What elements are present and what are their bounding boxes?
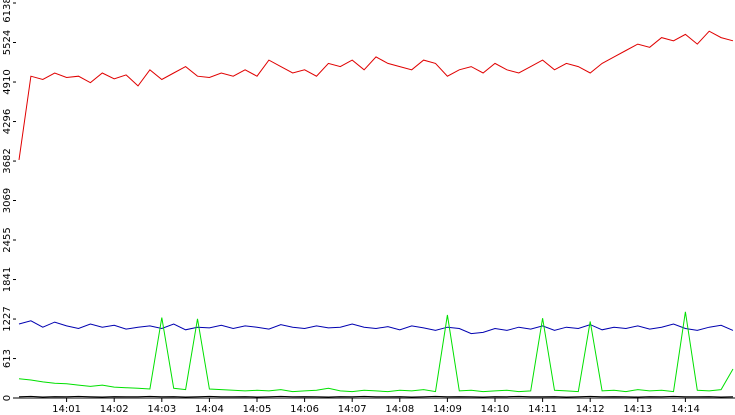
y-tick-label: 4910 [2, 69, 13, 94]
y-tick-label: 0 [2, 395, 13, 401]
y-tick-label: 1227 [2, 306, 13, 331]
y-tick-label: 3069 [2, 188, 13, 213]
x-tick-label: 14:14 [671, 404, 700, 415]
x-tick-label: 14:09 [433, 404, 462, 415]
series-line [18, 30, 734, 160]
x-tick-label: 14:11 [528, 404, 557, 415]
series-line [18, 320, 734, 335]
x-tick-label: 14:07 [338, 404, 367, 415]
y-tick-label: 613 [2, 349, 13, 368]
x-tick-label: 14:10 [481, 404, 510, 415]
x-tick-label: 14:02 [100, 404, 129, 415]
series-line [18, 395, 734, 398]
x-tick-label: 14:01 [52, 404, 81, 415]
y-tick-label: 3682 [2, 148, 13, 173]
y-tick-label: 6138 [2, 0, 13, 23]
y-tick-label: 4296 [2, 109, 13, 134]
x-tick-label: 14:12 [576, 404, 605, 415]
x-tick-label: 14:05 [243, 404, 272, 415]
x-tick-label: 14:13 [623, 404, 652, 415]
x-tick-label: 14:08 [385, 404, 414, 415]
y-tick-label: 2455 [2, 227, 13, 252]
x-tick-label: 14:06 [290, 404, 319, 415]
y-tick-label: 5524 [2, 30, 13, 55]
series-line [18, 311, 734, 393]
y-tick-label: 1841 [2, 267, 13, 292]
x-tick-label: 14:03 [147, 404, 176, 415]
x-tick-label: 14:04 [195, 404, 224, 415]
